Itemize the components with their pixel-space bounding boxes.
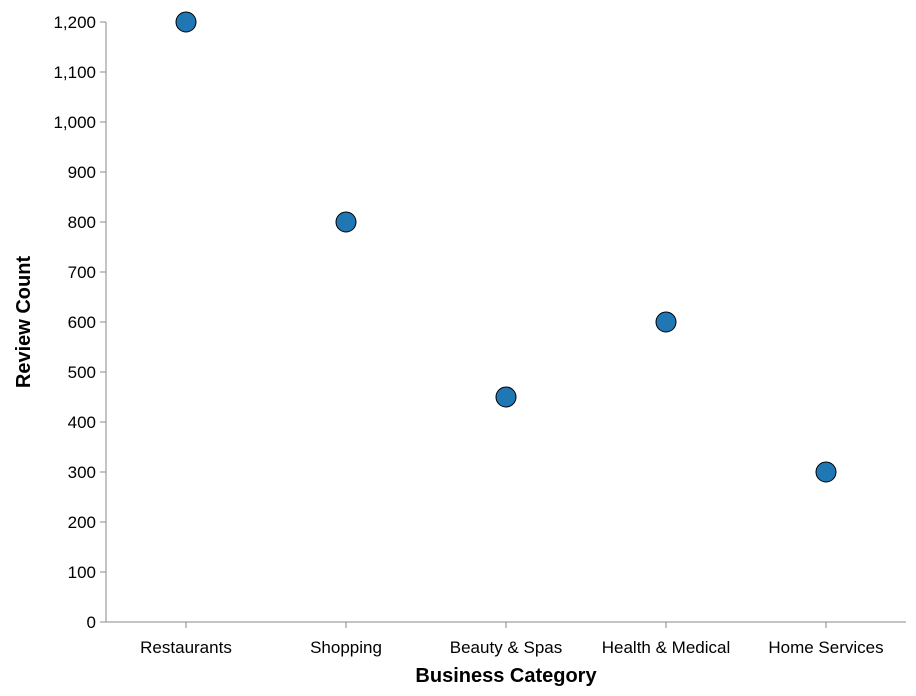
x-axis-ticks: Restaurants Shopping Beauty & Spas Health &…: [140, 622, 884, 657]
data-point: [175, 11, 197, 33]
y-tick-label: 0: [87, 613, 96, 632]
y-tick-label: 1,100: [53, 63, 96, 82]
y-tick-label: 100: [68, 563, 96, 582]
y-tick-label: 800: [68, 213, 96, 232]
x-tick-label: Home Services: [768, 638, 883, 657]
x-tick-label: Restaurants: [140, 638, 232, 657]
data-point: [495, 386, 517, 408]
data-points: [175, 11, 837, 483]
y-tick-label: 400: [68, 413, 96, 432]
y-tick-label: 300: [68, 463, 96, 482]
y-tick-label: 600: [68, 313, 96, 332]
data-point: [815, 461, 837, 483]
data-point: [335, 211, 357, 233]
y-tick-label: 900: [68, 163, 96, 182]
y-axis-ticks: 0 100 200 300 400 500 600 700 800 900 1,000 1,100 1,…: [53, 13, 106, 632]
y-tick-label: 700: [68, 263, 96, 282]
y-tick-label: 500: [68, 363, 96, 382]
x-tick-label: Shopping: [310, 638, 382, 657]
x-tick-label: Health & Medical: [602, 638, 731, 657]
x-tick-label: Beauty & Spas: [450, 638, 562, 657]
y-tick-label: 200: [68, 513, 96, 532]
y-tick-label: 1,200: [53, 13, 96, 32]
data-point: [655, 311, 677, 333]
y-axis-title: Review Count: [13, 256, 35, 389]
x-axis-title: Business Category: [415, 665, 597, 687]
y-tick-label: 1,000: [53, 113, 96, 132]
